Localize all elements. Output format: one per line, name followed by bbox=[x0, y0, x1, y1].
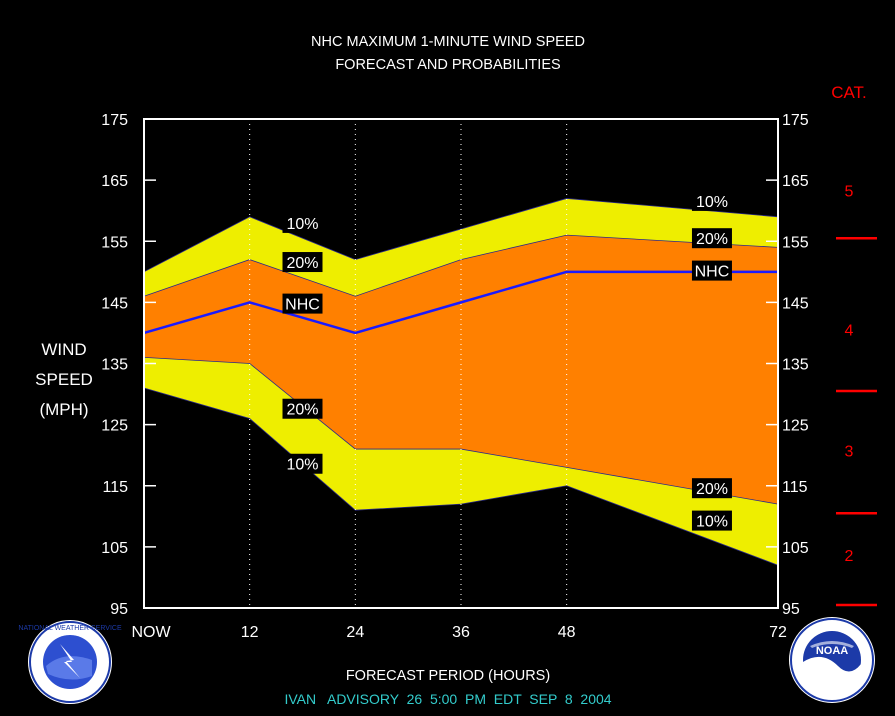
y-tick-label-right: 125 bbox=[782, 418, 809, 435]
nws-logo-text: NATIONAL WEATHER SERVICE bbox=[18, 625, 122, 632]
annotation-label: 10% bbox=[286, 216, 318, 233]
x-tick-label: NOW bbox=[131, 624, 171, 641]
chart-title-line2: FORECAST AND PROBABILITIES bbox=[335, 57, 560, 73]
y-tick-label-left: 105 bbox=[101, 540, 128, 557]
y-tick-label-right: 95 bbox=[782, 601, 800, 618]
y-tick-label-right: 145 bbox=[782, 295, 809, 312]
lower-20-line bbox=[143, 356, 779, 505]
annotation-box bbox=[282, 252, 323, 273]
x-tick-label: 48 bbox=[558, 624, 576, 641]
annotation-box bbox=[691, 510, 732, 531]
nhc-forecast-line bbox=[143, 270, 778, 335]
annotation-box bbox=[282, 293, 323, 314]
annotation-label: NHC bbox=[695, 264, 730, 281]
x-tick-label: 12 bbox=[241, 624, 259, 641]
y-tick-label-left: 145 bbox=[101, 295, 128, 312]
annotation-label: NHC bbox=[285, 297, 320, 314]
y-tick-label-right: 115 bbox=[782, 479, 808, 496]
y-tick-label-left: 115 bbox=[102, 479, 128, 496]
annotation-box bbox=[691, 260, 732, 281]
annotation-label: 20% bbox=[696, 231, 728, 248]
annotation-box bbox=[282, 398, 323, 419]
x-tick-label: 72 bbox=[769, 624, 787, 641]
y-tick-label-left: 125 bbox=[101, 418, 128, 435]
y-tick-label-left: 175 bbox=[101, 112, 128, 129]
category-header: CAT. bbox=[831, 83, 867, 102]
category-label: 5 bbox=[845, 184, 854, 201]
annotation-box bbox=[282, 212, 323, 233]
y-axis-label-line2: SPEED bbox=[35, 370, 93, 389]
y-tick-label-right: 135 bbox=[782, 357, 809, 374]
lower-10-line bbox=[143, 387, 779, 566]
annotation-label: 10% bbox=[696, 514, 728, 531]
x-tick-label: 36 bbox=[452, 624, 470, 641]
annotation-label: 20% bbox=[696, 481, 728, 498]
annotation-box bbox=[691, 190, 732, 211]
annotation-box bbox=[282, 453, 323, 474]
y-axis-label-line1: WIND bbox=[41, 340, 86, 359]
noaa-logo-text: NOAA bbox=[816, 645, 848, 657]
advisory-footer: IVAN ADVISORY 26 5:00 PM EDT SEP 8 2004 bbox=[284, 691, 611, 707]
y-tick-label-left: 135 bbox=[101, 357, 128, 374]
x-axis-label: FORECAST PERIOD (HOURS) bbox=[346, 668, 550, 684]
y-axis-label-line3: (MPH) bbox=[39, 400, 88, 419]
nws-logo: NATIONAL WEATHER SERVICE bbox=[18, 620, 122, 704]
category-label: 4 bbox=[845, 322, 854, 339]
y-tick-label-left: 165 bbox=[101, 173, 128, 190]
y-tick-label-right: 155 bbox=[782, 234, 809, 251]
annotation-label: 10% bbox=[696, 194, 728, 211]
annotation-box bbox=[691, 228, 732, 249]
y-tick-label-right: 105 bbox=[782, 540, 809, 557]
y-tick-label-right: 175 bbox=[782, 112, 809, 129]
y-tick-label-left: 155 bbox=[101, 234, 128, 251]
y-tick-label-left: 95 bbox=[110, 601, 128, 618]
upper-10-line bbox=[143, 198, 779, 273]
y-tick-label-right: 165 bbox=[782, 173, 809, 190]
category-label: 3 bbox=[845, 443, 854, 460]
upper-20-line bbox=[143, 234, 779, 297]
annotation-label: 20% bbox=[286, 402, 318, 419]
chart-title-line1: NHC MAXIMUM 1-MINUTE WIND SPEED bbox=[311, 34, 585, 50]
annotation-label: 20% bbox=[286, 255, 318, 272]
annotation-label: 10% bbox=[286, 457, 318, 474]
noaa-logo: NOAA bbox=[789, 617, 875, 703]
annotation-box bbox=[691, 478, 732, 499]
category-label: 2 bbox=[845, 548, 854, 565]
x-tick-label: 24 bbox=[346, 624, 364, 641]
